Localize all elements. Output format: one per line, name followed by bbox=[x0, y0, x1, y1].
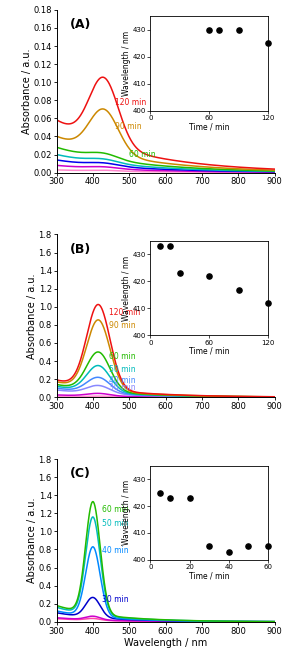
Text: 90 min: 90 min bbox=[115, 122, 141, 131]
Text: 90 min: 90 min bbox=[109, 321, 136, 330]
Y-axis label: Absorbance / a.u.: Absorbance / a.u. bbox=[27, 273, 37, 359]
Text: 40 min: 40 min bbox=[109, 376, 136, 384]
Y-axis label: Absorbance / a.u.: Absorbance / a.u. bbox=[22, 49, 32, 134]
Text: (B): (B) bbox=[70, 243, 91, 255]
Text: 60 min: 60 min bbox=[109, 352, 136, 361]
Y-axis label: Absorbance / a.u.: Absorbance / a.u. bbox=[27, 497, 37, 583]
Text: 50 min: 50 min bbox=[109, 365, 136, 374]
Text: (C): (C) bbox=[70, 467, 91, 480]
Text: 60 min: 60 min bbox=[102, 505, 128, 514]
Text: 30 min: 30 min bbox=[102, 595, 128, 603]
Text: 30 min: 30 min bbox=[109, 383, 136, 392]
Text: (A): (A) bbox=[70, 18, 91, 31]
Text: 120 min: 120 min bbox=[115, 99, 146, 107]
Text: 40 min: 40 min bbox=[102, 546, 128, 555]
X-axis label: Wavelength / nm: Wavelength / nm bbox=[124, 638, 207, 648]
Text: 50 min: 50 min bbox=[102, 519, 128, 528]
Text: 60 min: 60 min bbox=[129, 150, 156, 159]
Text: 120 min: 120 min bbox=[109, 308, 141, 316]
